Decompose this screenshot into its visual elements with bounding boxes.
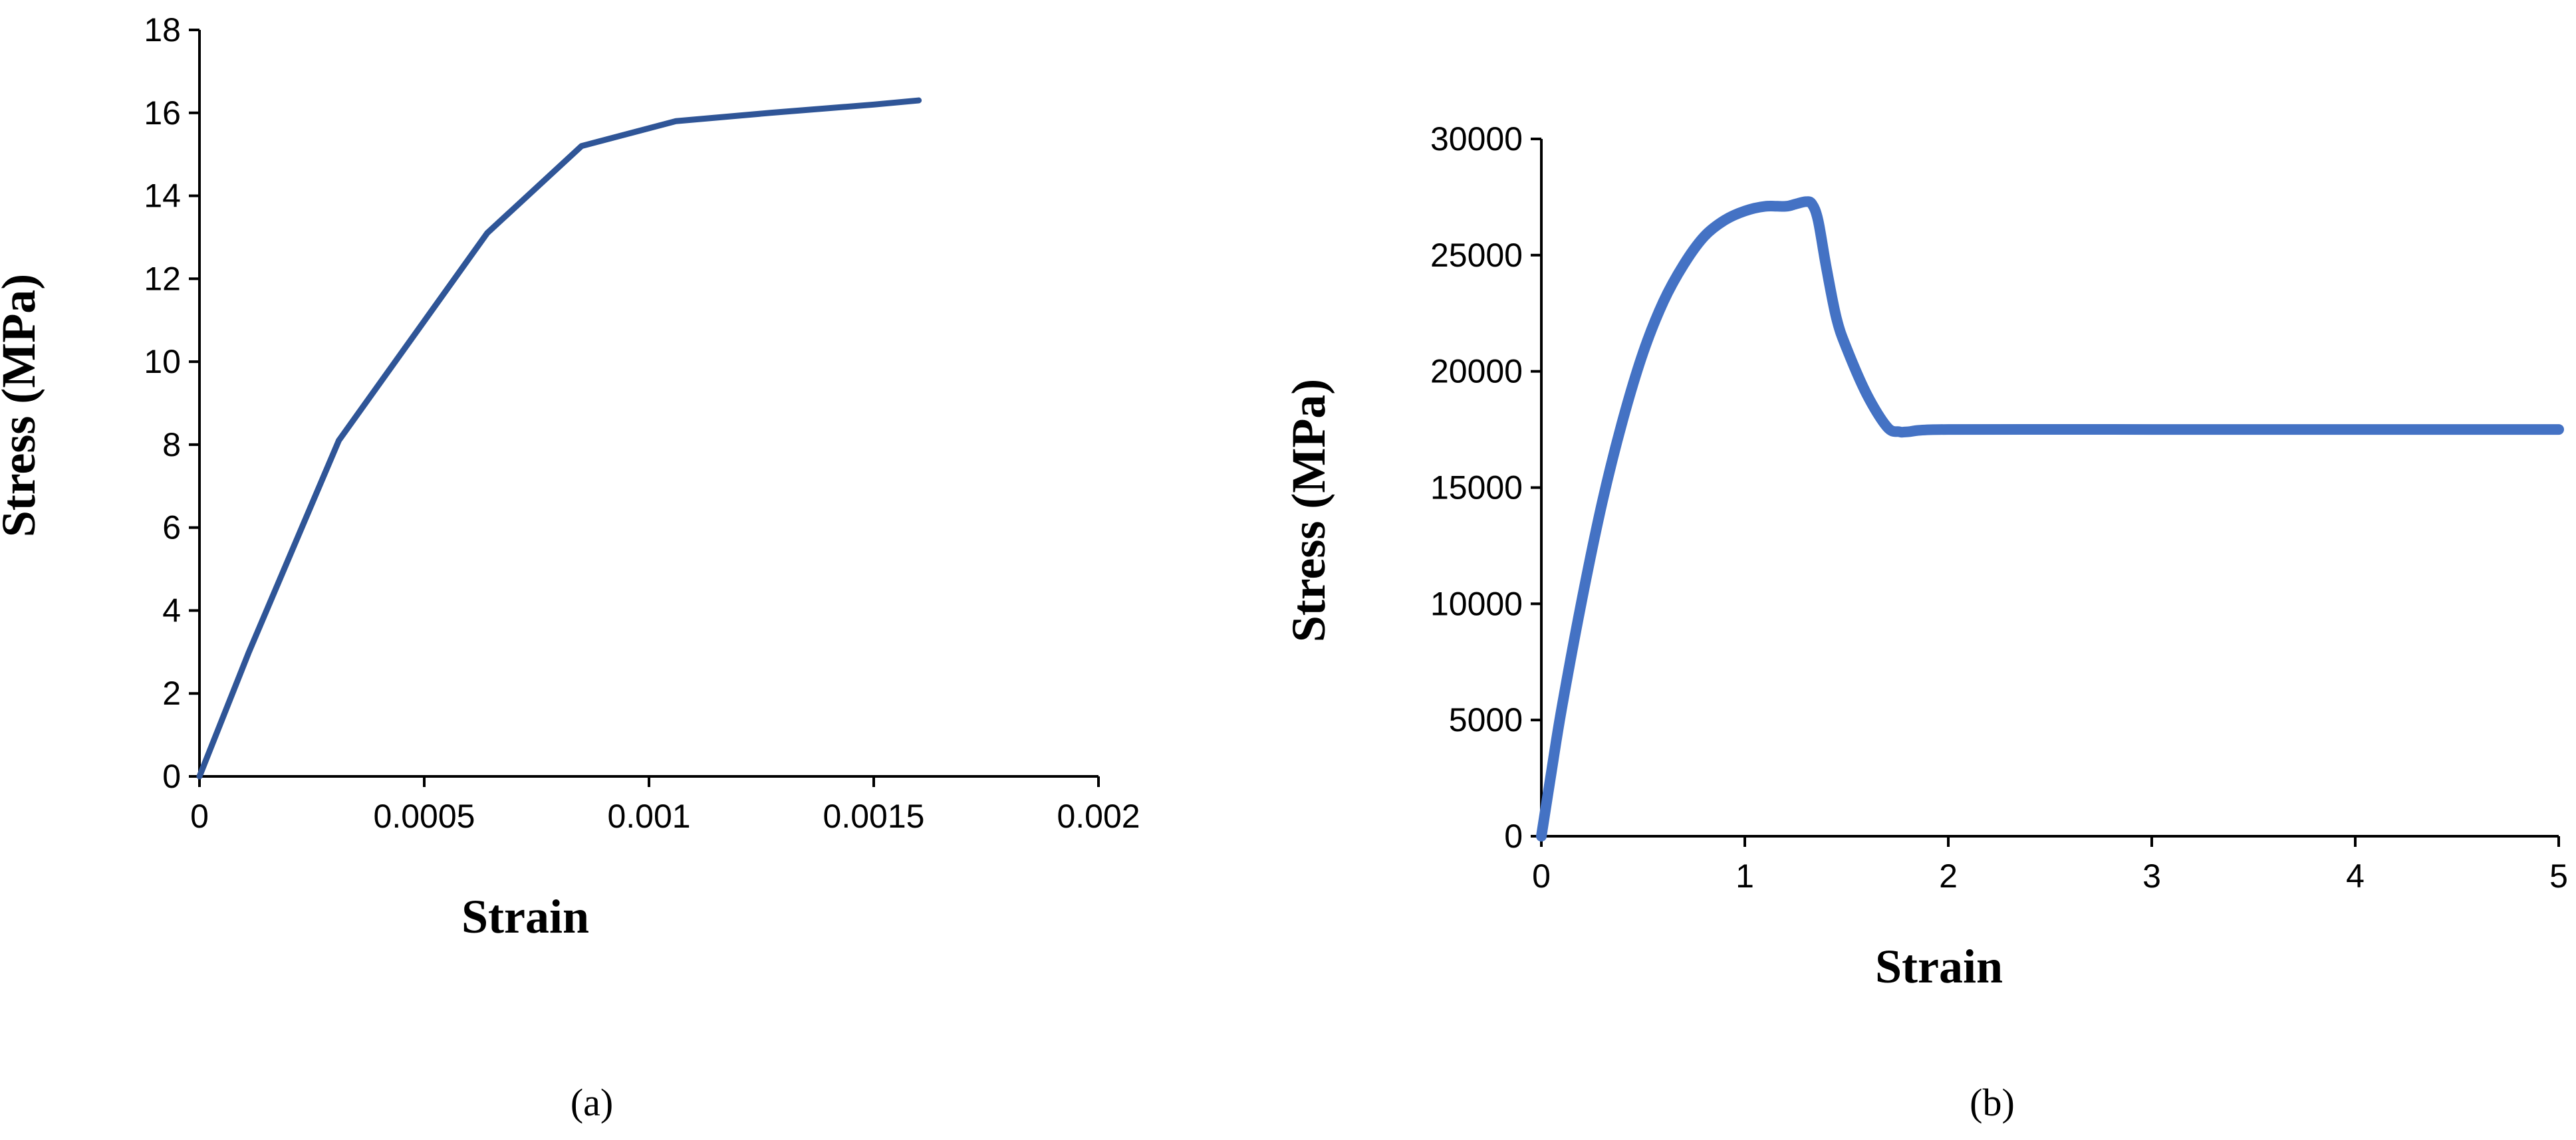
chart-b: 0 5000 10000 15000 20000 25000 30000 0 1 2 3 4 5 Str… <box>1282 120 2568 1124</box>
chart-b-series-line <box>1536 196 2564 842</box>
chart-b-x-tick-label: 1 <box>1736 857 1754 895</box>
chart-a-y-axis-title: Stress (MPa) <box>0 274 45 538</box>
chart-a-y-tick-label: 18 <box>144 11 181 49</box>
chart-a-y-tick-label: 14 <box>144 177 181 215</box>
chart-a-x-tick-label: 0.0005 <box>374 798 475 835</box>
chart-b-y-tick-label: 10000 <box>1430 585 1523 622</box>
chart-a-y-tick-label: 10 <box>144 343 181 380</box>
chart-a-series-line <box>196 97 922 780</box>
chart-b-x-tick-label: 3 <box>2142 857 2161 895</box>
chart-a: 0 2 4 6 8 10 12 14 16 18 0 0.0005 0.001 0.0015 0.002 S… <box>0 11 1140 1124</box>
chart-b-y-tick-label: 15000 <box>1430 469 1523 507</box>
chart-b-x-tick-label: 2 <box>1939 857 1958 895</box>
chart-a-y-tick-label: 0 <box>162 758 181 795</box>
chart-a-y-tick-label: 12 <box>144 260 181 297</box>
chart-b-plot-area: 0 5000 10000 15000 20000 25000 30000 0 1 2 3 4 5 <box>1430 120 2568 895</box>
chart-b-x-axis-title: Strain <box>1875 940 2003 993</box>
chart-a-y-tick-label: 4 <box>162 592 181 629</box>
chart-b-y-tick-label: 25000 <box>1430 237 1523 274</box>
chart-a-x-tick-label: 0 <box>190 798 209 835</box>
chart-b-y-tick-label: 30000 <box>1430 120 1523 158</box>
chart-a-plot-area: 0 2 4 6 8 10 12 14 16 18 0 0.0005 0.001 0.0015 0.002 <box>144 11 1140 835</box>
chart-a-x-tick-label: 0.0015 <box>823 798 925 835</box>
chart-b-x-tick-label: 4 <box>2346 857 2365 895</box>
chart-a-y-tick-label: 2 <box>162 675 181 712</box>
chart-a-x-tick-label: 0.002 <box>1057 798 1140 835</box>
chart-a-x-axis-title: Strain <box>461 890 589 943</box>
chart-b-x-tick-label: 0 <box>1532 857 1551 895</box>
chart-b-y-tick-label: 0 <box>1504 818 1523 855</box>
chart-b-y-tick-label: 20000 <box>1430 353 1523 390</box>
chart-b-y-tick-label: 5000 <box>1449 701 1523 739</box>
chart-a-y-tick-label: 8 <box>162 426 181 463</box>
chart-b-y-axis-title: Stress (MPa) <box>1282 379 1335 643</box>
chart-a-y-tick-label: 6 <box>162 509 181 546</box>
chart-a-x-tick-label: 0.001 <box>607 798 690 835</box>
chart-a-y-tick-label: 16 <box>144 94 181 132</box>
chart-b-x-tick-label: 5 <box>2549 857 2568 895</box>
chart-a-panel-label: (a) <box>571 1081 613 1124</box>
chart-b-panel-label: (b) <box>1970 1081 2015 1124</box>
